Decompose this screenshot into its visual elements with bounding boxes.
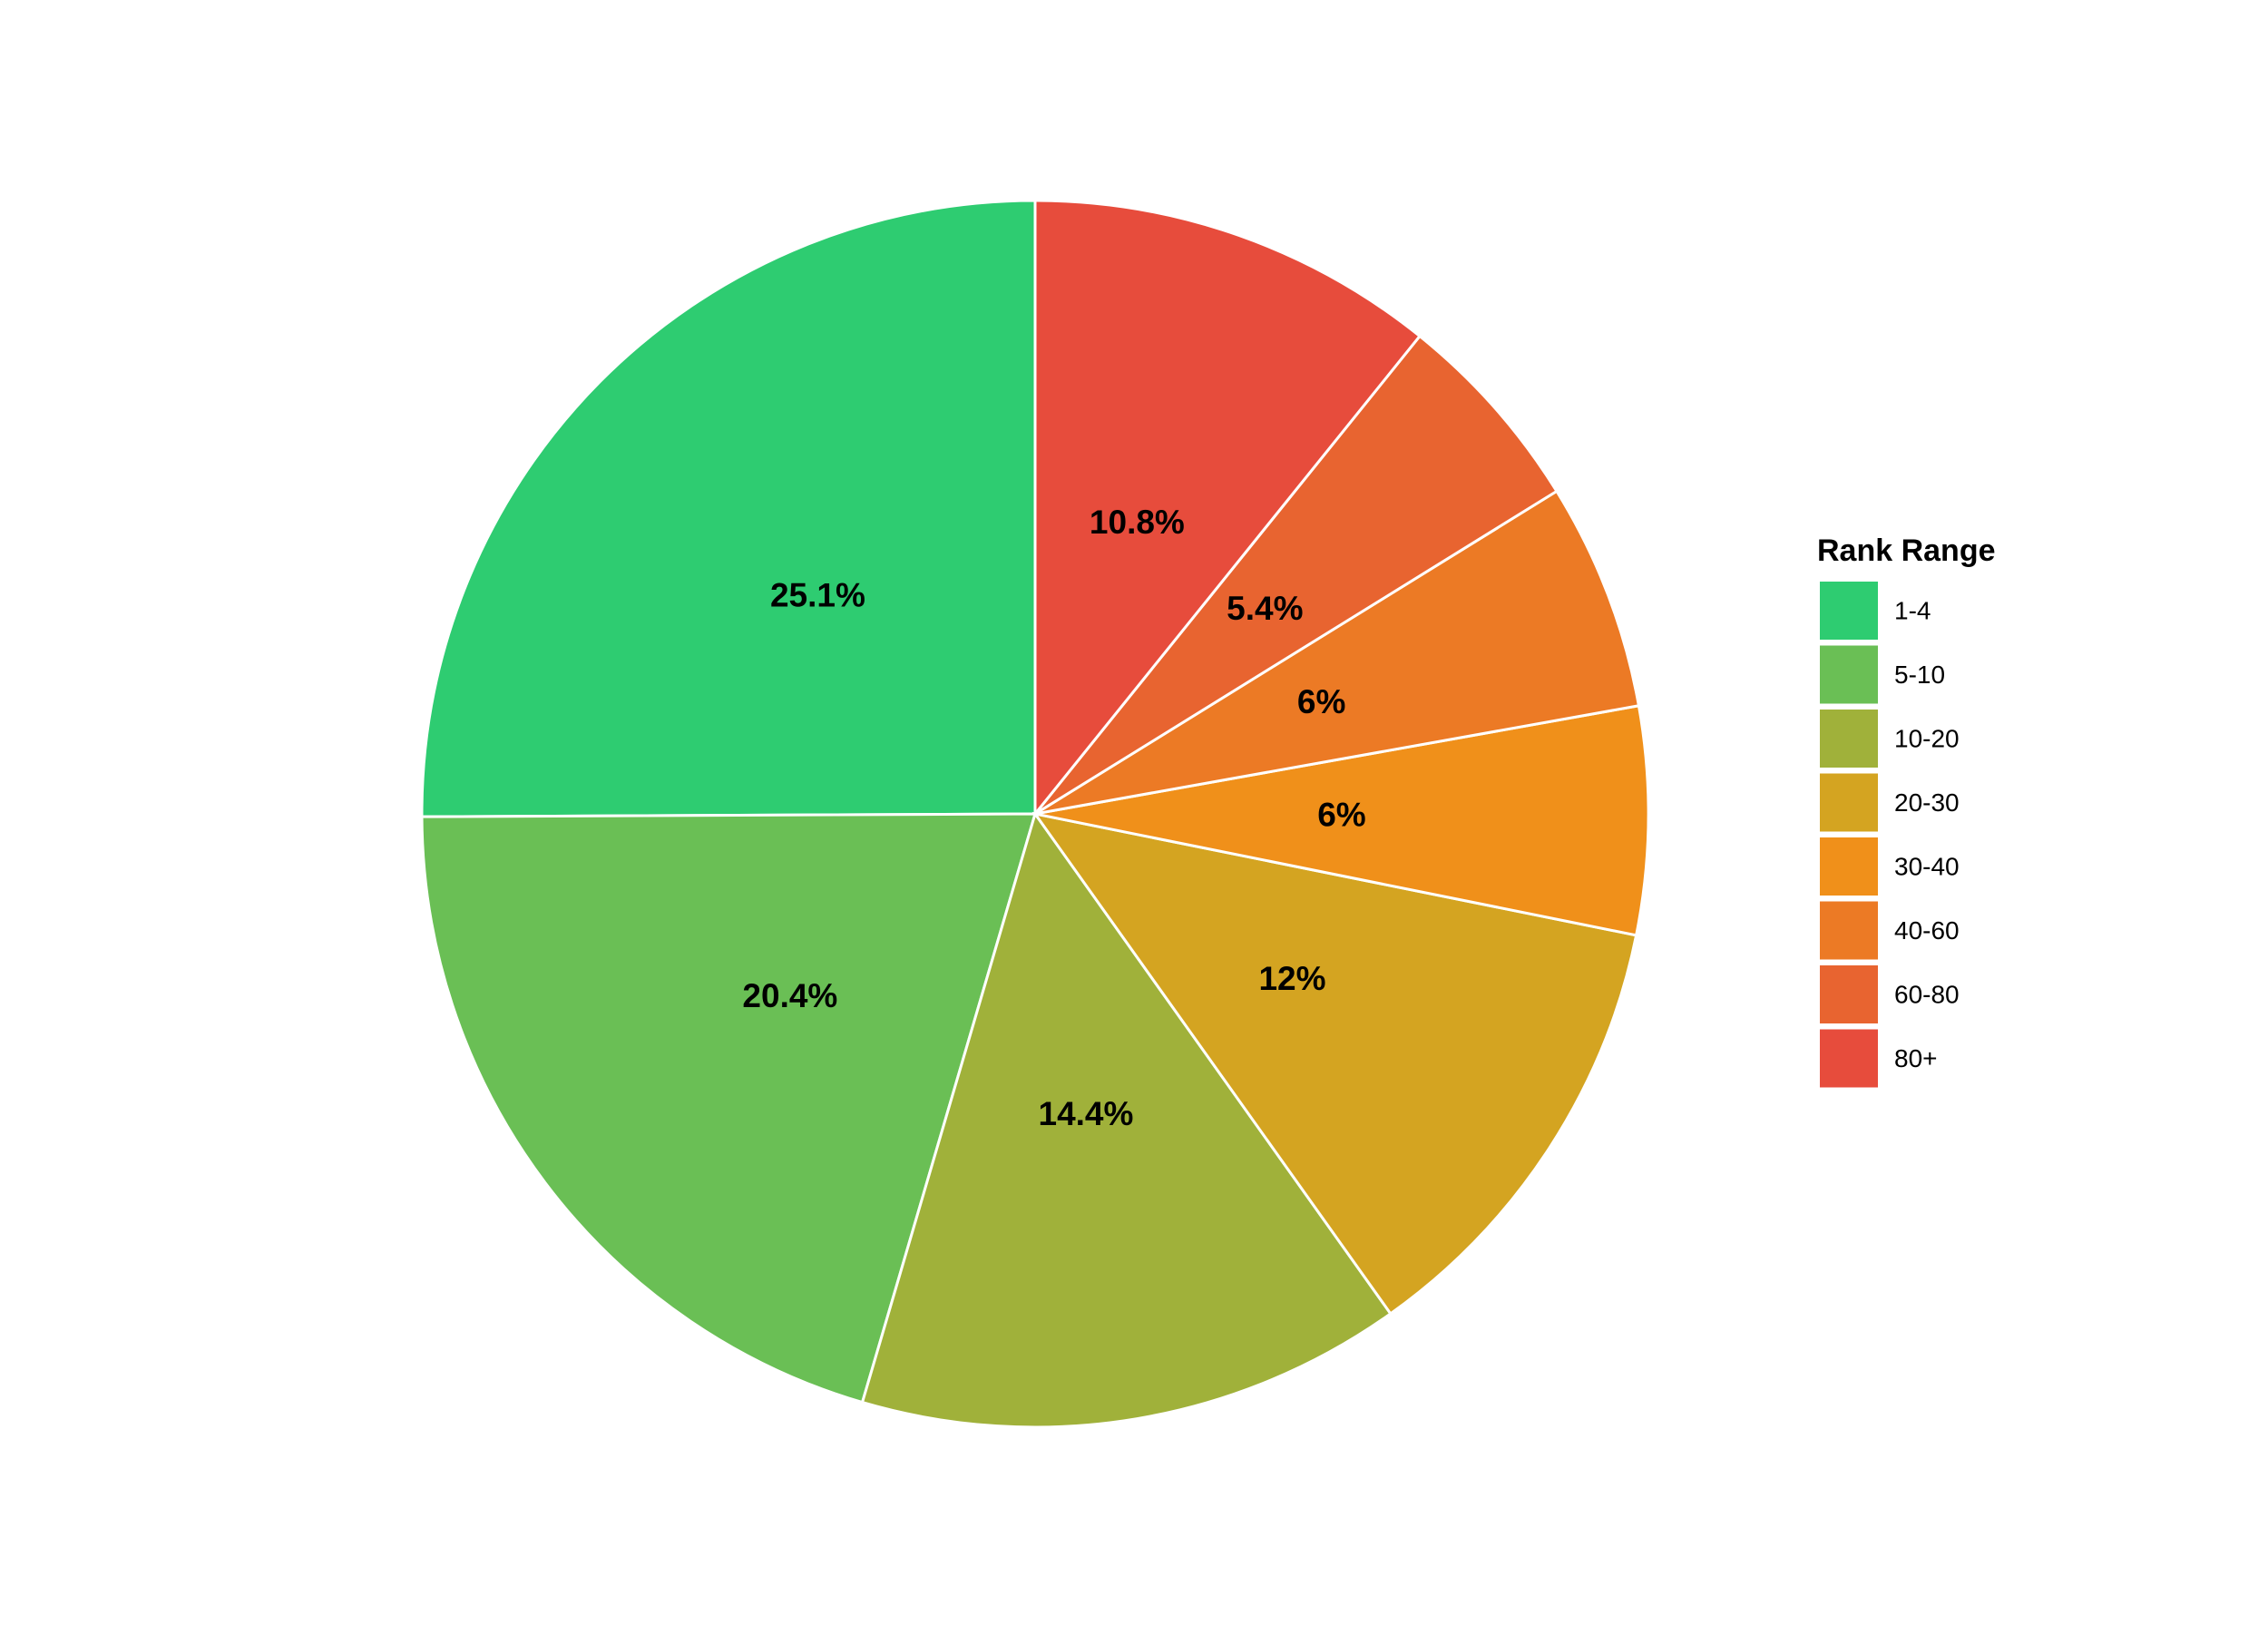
legend-swatch	[1820, 837, 1878, 896]
legend-swatch	[1820, 1029, 1878, 1088]
legend-label: 40-60	[1894, 916, 1960, 945]
legend-title: Rank Range	[1817, 534, 1996, 568]
pie-slice	[1034, 489, 1641, 816]
slice-label: 20.4%	[742, 977, 837, 1014]
slice-label: 12%	[1258, 960, 1325, 997]
slice-label: 5.4%	[1227, 590, 1303, 627]
legend-label: 10-20	[1894, 724, 1960, 752]
pie-slice	[1031, 811, 1638, 1316]
pie-slice	[860, 810, 1393, 1429]
legend-label: 5-10	[1894, 661, 1945, 689]
legend-swatch	[1820, 965, 1878, 1023]
slice-label: 6%	[1297, 683, 1345, 720]
slice-label: 6%	[1317, 796, 1365, 833]
slice-label: 25.1%	[770, 576, 865, 613]
pie-slice	[1033, 199, 1422, 818]
legend-swatch	[1820, 773, 1878, 832]
legend-label: 30-40	[1894, 852, 1960, 880]
legend-swatch	[1820, 582, 1878, 640]
slice-label: 14.4%	[1039, 1095, 1134, 1132]
pie-slice	[420, 812, 1038, 1405]
legend-swatch	[1820, 901, 1878, 960]
pie-slice	[1034, 704, 1650, 937]
slice-label: 10.8%	[1090, 504, 1185, 541]
legend-label: 20-30	[1894, 788, 1960, 817]
legend-label: 80+	[1894, 1044, 1938, 1072]
legend-label: 60-80	[1894, 980, 1960, 1008]
legend-label: 1-4	[1894, 596, 1931, 624]
pie-slice	[1033, 334, 1559, 816]
legend-swatch	[1820, 710, 1878, 768]
legend-swatch	[1820, 645, 1878, 704]
pie-slice	[420, 199, 1037, 818]
